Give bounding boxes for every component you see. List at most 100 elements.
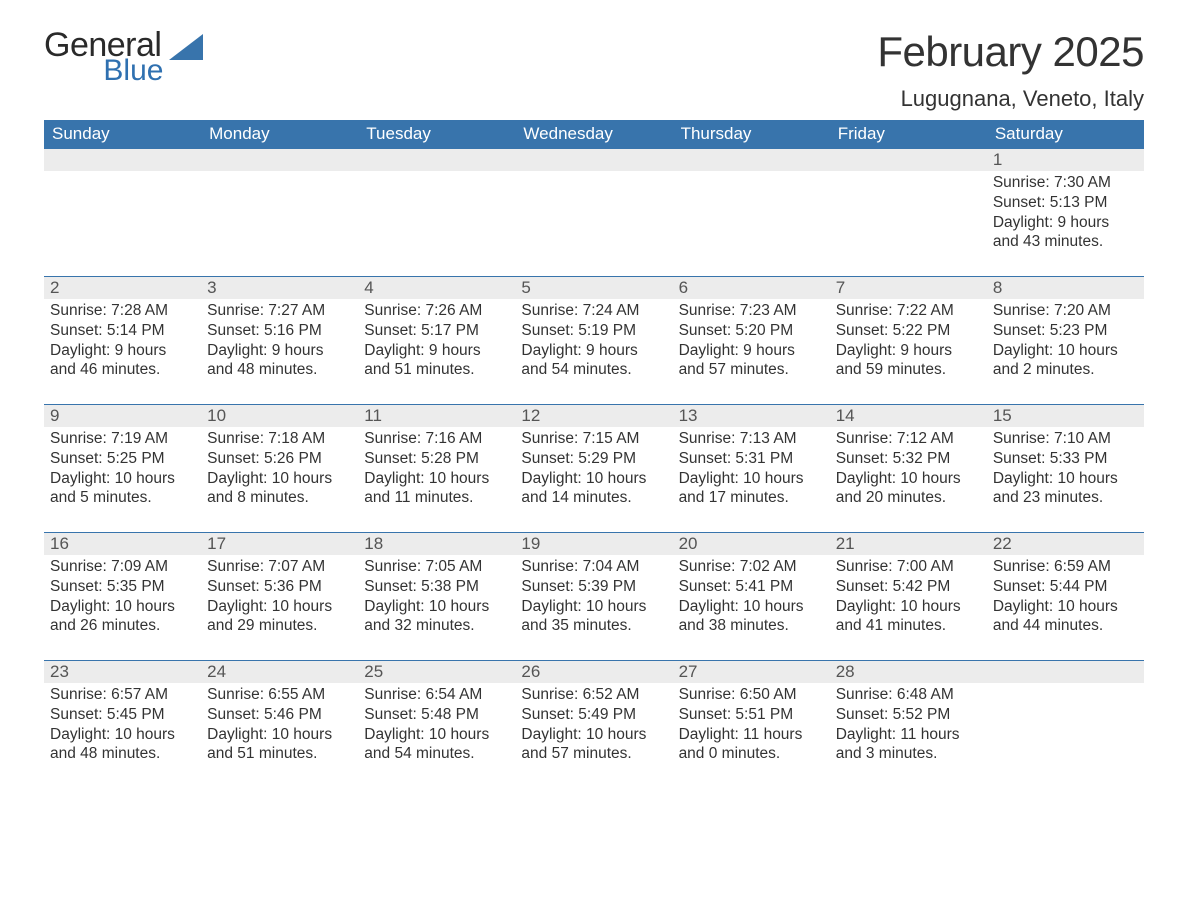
day-sunset: Sunset: 5:33 PM <box>993 449 1138 469</box>
calendar-cell: 12Sunrise: 7:15 AMSunset: 5:29 PMDayligh… <box>515 404 672 532</box>
calendar-cell: 14Sunrise: 7:12 AMSunset: 5:32 PMDayligh… <box>830 404 987 532</box>
day-daylight: Daylight: 9 hours and 51 minutes. <box>364 341 509 381</box>
day-sunrise: Sunrise: 7:09 AM <box>50 557 195 577</box>
calendar-cell: 17Sunrise: 7:07 AMSunset: 5:36 PMDayligh… <box>201 532 358 660</box>
day-sunrise: Sunrise: 7:20 AM <box>993 301 1138 321</box>
day-sunset: Sunset: 5:17 PM <box>364 321 509 341</box>
day-sunset: Sunset: 5:29 PM <box>521 449 666 469</box>
calendar-cell: 20Sunrise: 7:02 AMSunset: 5:41 PMDayligh… <box>673 532 830 660</box>
day-daylight: Daylight: 9 hours and 59 minutes. <box>836 341 981 381</box>
day-sunrise: Sunrise: 7:28 AM <box>50 301 195 321</box>
day-daylight: Daylight: 10 hours and 29 minutes. <box>207 597 352 637</box>
day-sunrise: Sunrise: 6:57 AM <box>50 685 195 705</box>
day-daylight: Daylight: 10 hours and 48 minutes. <box>50 725 195 765</box>
weekday-header: Thursday <box>673 120 830 148</box>
day-sunset: Sunset: 5:39 PM <box>521 577 666 597</box>
day-sunset: Sunset: 5:45 PM <box>50 705 195 725</box>
day-number: 6 <box>673 276 830 299</box>
day-sunset: Sunset: 5:20 PM <box>679 321 824 341</box>
day-daylight: Daylight: 10 hours and 11 minutes. <box>364 469 509 509</box>
day-number <box>830 148 987 171</box>
day-body: Sunrise: 6:50 AMSunset: 5:51 PMDaylight:… <box>673 683 830 770</box>
day-daylight: Daylight: 10 hours and 44 minutes. <box>993 597 1138 637</box>
day-number: 27 <box>673 660 830 683</box>
day-number <box>201 148 358 171</box>
calendar-cell: 23Sunrise: 6:57 AMSunset: 5:45 PMDayligh… <box>44 660 201 788</box>
calendar-cell <box>987 660 1144 788</box>
weekday-header: Saturday <box>987 120 1144 148</box>
calendar-cell: 4Sunrise: 7:26 AMSunset: 5:17 PMDaylight… <box>358 276 515 404</box>
day-daylight: Daylight: 10 hours and 20 minutes. <box>836 469 981 509</box>
day-daylight: Daylight: 9 hours and 46 minutes. <box>50 341 195 381</box>
day-sunset: Sunset: 5:13 PM <box>993 193 1138 213</box>
calendar-cell: 1Sunrise: 7:30 AMSunset: 5:13 PMDaylight… <box>987 148 1144 276</box>
day-body: Sunrise: 7:10 AMSunset: 5:33 PMDaylight:… <box>987 427 1144 514</box>
day-number: 1 <box>987 148 1144 171</box>
calendar-week: 2Sunrise: 7:28 AMSunset: 5:14 PMDaylight… <box>44 276 1144 404</box>
calendar-cell: 21Sunrise: 7:00 AMSunset: 5:42 PMDayligh… <box>830 532 987 660</box>
day-number: 15 <box>987 404 1144 427</box>
day-number: 22 <box>987 532 1144 555</box>
day-sunset: Sunset: 5:28 PM <box>364 449 509 469</box>
day-number: 8 <box>987 276 1144 299</box>
day-sunset: Sunset: 5:36 PM <box>207 577 352 597</box>
day-sunrise: Sunrise: 7:19 AM <box>50 429 195 449</box>
calendar-cell: 13Sunrise: 7:13 AMSunset: 5:31 PMDayligh… <box>673 404 830 532</box>
day-daylight: Daylight: 10 hours and 2 minutes. <box>993 341 1138 381</box>
day-body: Sunrise: 6:55 AMSunset: 5:46 PMDaylight:… <box>201 683 358 770</box>
day-body: Sunrise: 7:00 AMSunset: 5:42 PMDaylight:… <box>830 555 987 642</box>
day-body: Sunrise: 7:07 AMSunset: 5:36 PMDaylight:… <box>201 555 358 642</box>
day-number: 2 <box>44 276 201 299</box>
day-body: Sunrise: 7:19 AMSunset: 5:25 PMDaylight:… <box>44 427 201 514</box>
day-sunrise: Sunrise: 7:27 AM <box>207 301 352 321</box>
day-daylight: Daylight: 9 hours and 43 minutes. <box>993 213 1138 253</box>
day-sunrise: Sunrise: 7:07 AM <box>207 557 352 577</box>
calendar-cell: 28Sunrise: 6:48 AMSunset: 5:52 PMDayligh… <box>830 660 987 788</box>
day-sunset: Sunset: 5:51 PM <box>679 705 824 725</box>
calendar-cell: 6Sunrise: 7:23 AMSunset: 5:20 PMDaylight… <box>673 276 830 404</box>
day-sunrise: Sunrise: 6:50 AM <box>679 685 824 705</box>
logo-wedge-icon <box>169 34 203 60</box>
calendar-cell: 16Sunrise: 7:09 AMSunset: 5:35 PMDayligh… <box>44 532 201 660</box>
day-number <box>673 148 830 171</box>
day-sunrise: Sunrise: 7:23 AM <box>679 301 824 321</box>
day-sunrise: Sunrise: 7:12 AM <box>836 429 981 449</box>
calendar-cell <box>515 148 672 276</box>
day-sunset: Sunset: 5:46 PM <box>207 705 352 725</box>
calendar-cell: 19Sunrise: 7:04 AMSunset: 5:39 PMDayligh… <box>515 532 672 660</box>
header: General Blue February 2025 Lugugnana, Ve… <box>44 28 1144 112</box>
day-number: 4 <box>358 276 515 299</box>
weekday-row: SundayMondayTuesdayWednesdayThursdayFrid… <box>44 120 1144 148</box>
calendar-cell: 7Sunrise: 7:22 AMSunset: 5:22 PMDaylight… <box>830 276 987 404</box>
day-number: 5 <box>515 276 672 299</box>
day-body: Sunrise: 7:26 AMSunset: 5:17 PMDaylight:… <box>358 299 515 386</box>
calendar-cell: 22Sunrise: 6:59 AMSunset: 5:44 PMDayligh… <box>987 532 1144 660</box>
day-daylight: Daylight: 9 hours and 57 minutes. <box>679 341 824 381</box>
day-body: Sunrise: 7:22 AMSunset: 5:22 PMDaylight:… <box>830 299 987 386</box>
day-body: Sunrise: 7:24 AMSunset: 5:19 PMDaylight:… <box>515 299 672 386</box>
calendar-cell: 27Sunrise: 6:50 AMSunset: 5:51 PMDayligh… <box>673 660 830 788</box>
calendar-cell: 9Sunrise: 7:19 AMSunset: 5:25 PMDaylight… <box>44 404 201 532</box>
day-number: 9 <box>44 404 201 427</box>
calendar-cell: 26Sunrise: 6:52 AMSunset: 5:49 PMDayligh… <box>515 660 672 788</box>
day-daylight: Daylight: 11 hours and 0 minutes. <box>679 725 824 765</box>
weekday-header: Sunday <box>44 120 201 148</box>
calendar-week: 1Sunrise: 7:30 AMSunset: 5:13 PMDaylight… <box>44 148 1144 276</box>
calendar-table: SundayMondayTuesdayWednesdayThursdayFrid… <box>44 120 1144 788</box>
day-sunrise: Sunrise: 7:05 AM <box>364 557 509 577</box>
calendar-cell: 3Sunrise: 7:27 AMSunset: 5:16 PMDaylight… <box>201 276 358 404</box>
day-number <box>358 148 515 171</box>
day-number: 3 <box>201 276 358 299</box>
day-sunset: Sunset: 5:19 PM <box>521 321 666 341</box>
day-sunset: Sunset: 5:25 PM <box>50 449 195 469</box>
day-daylight: Daylight: 10 hours and 17 minutes. <box>679 469 824 509</box>
day-body: Sunrise: 7:02 AMSunset: 5:41 PMDaylight:… <box>673 555 830 642</box>
calendar-cell: 5Sunrise: 7:24 AMSunset: 5:19 PMDaylight… <box>515 276 672 404</box>
day-daylight: Daylight: 10 hours and 57 minutes. <box>521 725 666 765</box>
day-sunset: Sunset: 5:44 PM <box>993 577 1138 597</box>
day-sunrise: Sunrise: 7:10 AM <box>993 429 1138 449</box>
day-sunrise: Sunrise: 7:30 AM <box>993 173 1138 193</box>
day-sunrise: Sunrise: 7:13 AM <box>679 429 824 449</box>
day-daylight: Daylight: 11 hours and 3 minutes. <box>836 725 981 765</box>
calendar-cell: 2Sunrise: 7:28 AMSunset: 5:14 PMDaylight… <box>44 276 201 404</box>
